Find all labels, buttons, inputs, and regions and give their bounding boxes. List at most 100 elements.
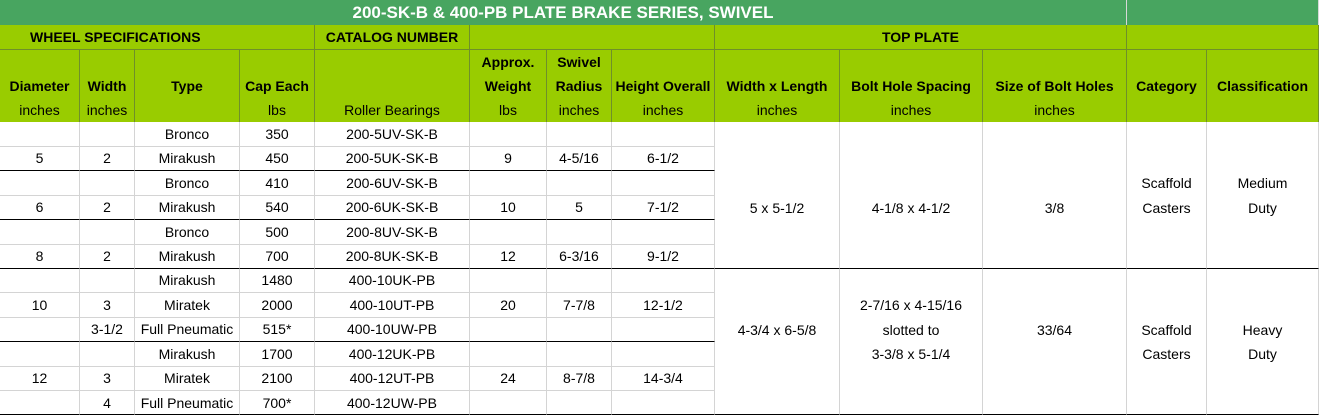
empty-cell [1207, 390, 1319, 415]
empty-cell [715, 341, 840, 367]
cell: 8 [0, 244, 80, 269]
cell: 200-6UK-SK-B [315, 195, 470, 221]
cell: Mirakush [135, 195, 240, 221]
group-header-empty [1127, 25, 1319, 50]
cell: 500 [240, 219, 315, 245]
empty-cell [715, 292, 840, 318]
column-label: Height Overall [615, 78, 711, 94]
empty-cell [715, 170, 840, 196]
empty-cell [983, 219, 1127, 245]
cell: 200-6UV-SK-B [315, 170, 470, 196]
empty-cell [840, 219, 983, 245]
empty-cell [1207, 268, 1319, 294]
cell: Heavy [1207, 317, 1319, 343]
cell: 4-1/8 x 4-1/2 [840, 195, 983, 221]
cell: 3 [80, 366, 135, 392]
column-header: Approx. Weight lbs [470, 50, 547, 122]
column-label: Category [1136, 78, 1197, 94]
empty-cell [1127, 122, 1207, 147]
empty-cell [547, 170, 612, 196]
empty-cell [715, 390, 840, 415]
column-header: Swivel Radius inches [547, 50, 612, 122]
empty-cell [547, 317, 612, 343]
cell: 10 [0, 292, 80, 318]
cell: Bronco [135, 170, 240, 196]
empty-cell [840, 146, 983, 172]
empty-cell [80, 170, 135, 196]
column-header: Category [1127, 50, 1207, 122]
empty-cell [470, 170, 547, 196]
empty-cell [470, 122, 547, 147]
column-unit: inches [19, 102, 60, 118]
column-unit: inches [1034, 102, 1075, 118]
empty-cell [715, 219, 840, 245]
column-unit: Roller Bearings [344, 102, 440, 118]
empty-cell [0, 170, 80, 196]
empty-cell [612, 341, 715, 367]
cell: 3-1/2 [80, 317, 135, 343]
cell: 4-3/4 x 6-5/8 [715, 317, 840, 343]
empty-cell [1127, 268, 1207, 294]
empty-cell [547, 341, 612, 367]
column-label: Swivel Radius [555, 54, 603, 94]
column-label: Size of Bolt Holes [995, 78, 1114, 94]
empty-cell [715, 244, 840, 269]
empty-cell [470, 219, 547, 245]
cell: Miratek [135, 366, 240, 392]
empty-cell [612, 170, 715, 196]
empty-cell [715, 146, 840, 172]
column-label: Diameter [9, 78, 70, 94]
cell: 1700 [240, 341, 315, 367]
empty-cell [840, 390, 983, 415]
empty-cell [1127, 366, 1207, 392]
column-header: Width inches [80, 50, 135, 122]
cell: Casters [1127, 341, 1207, 367]
cell: Bronco [135, 122, 240, 147]
column-header: Roller Bearings [315, 50, 470, 122]
empty-cell [983, 268, 1127, 294]
cell: 4 [80, 390, 135, 415]
empty-cell [80, 122, 135, 147]
empty-cell [612, 122, 715, 147]
column-unit: lbs [499, 102, 517, 118]
cell: Mirakush [135, 146, 240, 172]
empty-cell [983, 170, 1127, 196]
empty-cell [547, 219, 612, 245]
column-label: Approx. Weight [481, 54, 535, 94]
cell: 8-7/8 [547, 366, 612, 392]
cell: 400-12UW-PB [315, 390, 470, 415]
empty-cell [470, 268, 547, 294]
empty-cell [612, 219, 715, 245]
column-header: Cap Each lbs [240, 50, 315, 122]
column-label: Width [87, 78, 127, 94]
cell: 350 [240, 122, 315, 147]
cell: 7-7/8 [547, 292, 612, 318]
cell: 20 [470, 292, 547, 318]
cell: Mirakush [135, 341, 240, 367]
empty-cell [1127, 146, 1207, 172]
cell: 9 [470, 146, 547, 172]
column-header: Diameter inches [0, 50, 80, 122]
empty-cell [80, 341, 135, 367]
empty-cell [983, 146, 1127, 172]
cell: 540 [240, 195, 315, 221]
empty-cell [547, 268, 612, 294]
empty-cell [840, 122, 983, 147]
empty-cell [983, 292, 1127, 318]
cell: Scaffold [1127, 170, 1207, 196]
empty-cell [612, 268, 715, 294]
cell: 400-12UT-PB [315, 366, 470, 392]
empty-cell [1207, 122, 1319, 147]
empty-cell [1207, 146, 1319, 172]
column-header: Bolt Hole Spacing inches [840, 50, 983, 122]
empty-cell [612, 390, 715, 415]
column-unit: inches [558, 102, 600, 118]
empty-cell [840, 366, 983, 392]
cell: 700* [240, 390, 315, 415]
cell: 12-1/2 [612, 292, 715, 318]
empty-cell [715, 122, 840, 147]
empty-cell [715, 366, 840, 392]
empty-cell [470, 341, 547, 367]
column-label: Width x Length [726, 78, 828, 94]
cell: Miratek [135, 292, 240, 318]
